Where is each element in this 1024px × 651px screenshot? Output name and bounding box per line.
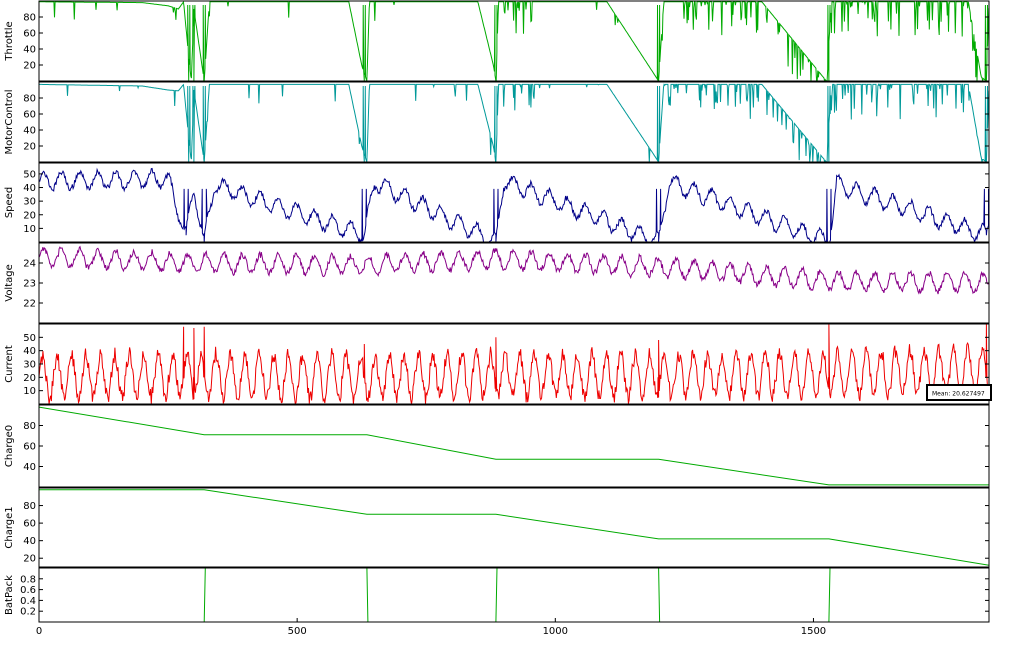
subplot-charge1: 20 40 60 80 Charge1 — [4, 487, 990, 568]
ytick-label: 30 — [23, 360, 36, 371]
ytick-label: 40 — [23, 183, 36, 194]
subplot-frame — [38, 567, 990, 623]
ytick-label: 23 — [23, 279, 36, 290]
ytick-label: 0.6 — [20, 585, 36, 596]
ytick-label: 60 — [23, 442, 36, 453]
ytick-label: 40 — [23, 462, 36, 473]
subplot-batpack: 0.20.40.60.8 BatPack — [4, 567, 990, 623]
series-line-charge1 — [39, 489, 989, 566]
subplot-frame — [38, 81, 990, 163]
series-line-speed — [39, 167, 989, 242]
x-axis: 0 500 1000 1500 — [36, 618, 826, 637]
subplot-voltage: 22 23 24 Voltage — [4, 242, 990, 324]
mean-annotation-box — [926, 384, 992, 401]
mean-annotation-text: Mean: 20.627497 — [932, 391, 985, 398]
ytick-label: 60 — [23, 110, 36, 121]
panels-group: 20 40 60 80 Throttle 20 40 60 80 MotorControl 10 20… — [4, 0, 990, 623]
ylabel-charge0: Charge0 — [4, 425, 15, 467]
ytick-label: 24 — [23, 259, 36, 270]
xtick-label: 1500 — [801, 626, 826, 637]
ytick-label: 40 — [23, 346, 36, 357]
ytick-label: 0.2 — [20, 607, 36, 618]
subplot-frame — [38, 487, 990, 568]
subplot-frame — [38, 162, 990, 243]
subplot-frame — [38, 0, 990, 82]
xtick-label: 500 — [288, 626, 307, 637]
ylabel-charge1: Charge1 — [4, 506, 15, 548]
xtick-label: 0 — [36, 626, 42, 637]
ytick-label: 20 — [23, 142, 36, 153]
subplot-charge0: 40 60 80 Charge0 — [4, 404, 990, 488]
ylabel-batpack: BatPack — [4, 575, 15, 615]
ytick-label: 20 — [23, 554, 36, 565]
mean-annotation: Mean: 20.627497 — [926, 384, 992, 401]
ytick-label: 60 — [23, 29, 36, 40]
ytick-label: 80 — [23, 13, 36, 24]
ytick-label: 50 — [23, 333, 36, 344]
series-line-voltage — [39, 245, 989, 295]
ytick-label: 10 — [23, 386, 36, 397]
ytick-label: 80 — [23, 421, 36, 432]
ytick-label: 10 — [23, 224, 36, 235]
subplot-throttle: 20 40 60 80 Throttle — [4, 0, 990, 82]
subplot-current: 10 20 30 40 50 Current — [4, 323, 990, 405]
ytick-label: 80 — [23, 94, 36, 105]
ytick-label: 20 — [23, 373, 36, 384]
subplot-motorcontrol: 20 40 60 80 MotorControl — [4, 81, 990, 163]
subplot-speed: 10 20 30 40 50 Speed — [4, 162, 990, 243]
ytick-label: 80 — [23, 501, 36, 512]
ylabel-throttle: Throttle — [4, 21, 15, 61]
ytick-label: 22 — [23, 299, 36, 310]
series-line-batpack — [39, 568, 989, 622]
series-line-motorcontrol — [39, 83, 989, 162]
xtick-label: 1000 — [543, 626, 568, 637]
ytick-label: 30 — [23, 197, 36, 208]
ylabel-motorcontrol: MotorControl — [4, 89, 15, 154]
series-line-current — [39, 324, 989, 404]
ylabel-voltage: Voltage — [4, 264, 15, 302]
ylabel-speed: Speed — [4, 187, 15, 218]
ytick-label: 40 — [23, 126, 36, 137]
ytick-label: 0.4 — [20, 596, 36, 607]
ytick-label: 20 — [23, 210, 36, 221]
ytick-label: 20 — [23, 61, 36, 72]
ytick-label: 40 — [23, 45, 36, 56]
ytick-label: 0.8 — [20, 574, 36, 585]
ytick-label: 50 — [23, 169, 36, 180]
ytick-label: 60 — [23, 519, 36, 530]
series-line-charge0 — [39, 406, 989, 486]
series-line-throttle — [39, 1, 989, 81]
ylabel-current: Current — [4, 345, 15, 383]
ytick-label: 40 — [23, 536, 36, 547]
